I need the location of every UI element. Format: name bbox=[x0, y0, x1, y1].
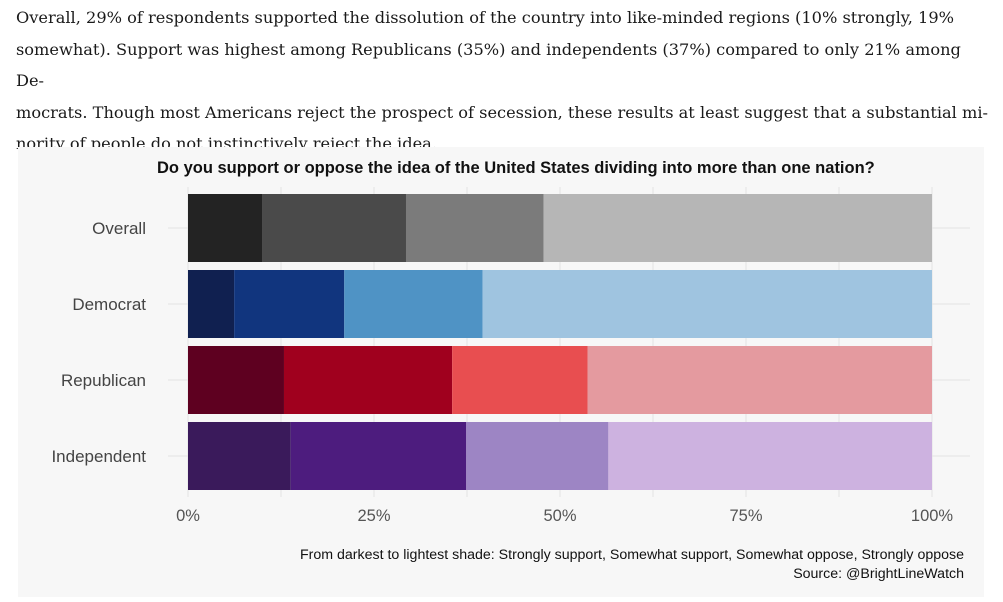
x-tick-label: 0% bbox=[176, 507, 200, 525]
x-tick-label: 75% bbox=[729, 507, 762, 525]
bar-segment-overall-somewhat-oppose bbox=[405, 194, 544, 262]
chart-source: Source: @BrightLineWatch bbox=[793, 566, 964, 582]
bar-segment-republican-strongly-support bbox=[188, 346, 284, 414]
bar-segment-independent-strongly-oppose bbox=[608, 422, 932, 490]
bar-segment-democrat-somewhat-support bbox=[234, 270, 345, 338]
bar-segment-democrat-strongly-support bbox=[188, 270, 235, 338]
bar-segment-overall-strongly-support bbox=[188, 194, 263, 262]
bar-layer bbox=[188, 194, 932, 490]
bar-segment-democrat-somewhat-oppose bbox=[344, 270, 483, 338]
x-axis-ticks: 0% 25% 50% 75% 100% bbox=[176, 507, 953, 525]
x-tick-label: 100% bbox=[911, 507, 954, 525]
bar-segment-republican-somewhat-support bbox=[283, 346, 453, 414]
bar-segment-independent-strongly-support bbox=[188, 422, 291, 490]
x-tick-label: 50% bbox=[543, 507, 576, 525]
bar-segment-independent-somewhat-oppose bbox=[466, 422, 609, 490]
category-label-democrat: Democrat bbox=[72, 295, 146, 314]
category-label-independent: Independent bbox=[51, 447, 146, 466]
intro-line-1: Overall, 29% of respondents supported th… bbox=[16, 8, 955, 27]
intro-paragraph: Overall, 29% of respondents supported th… bbox=[16, 2, 991, 160]
x-tick-label: 25% bbox=[357, 507, 390, 525]
chart-title: Do you support or oppose the idea of the… bbox=[157, 159, 875, 177]
category-label-republican: Republican bbox=[61, 371, 146, 390]
intro-line-3: mocrats. Though most Americans reject th… bbox=[16, 102, 988, 122]
chart-caption: From darkest to lightest shade: Strongly… bbox=[300, 547, 964, 563]
bar-segment-democrat-strongly-oppose bbox=[482, 270, 932, 338]
chart-panel: Do you support or oppose the idea of the… bbox=[18, 147, 984, 597]
bar-segment-independent-somewhat-support bbox=[290, 422, 467, 490]
stacked-bar-chart: Do you support or oppose the idea of the… bbox=[51, 159, 970, 582]
bar-segment-overall-strongly-oppose bbox=[543, 194, 932, 262]
intro-line-2: somewhat). Support was highest among Rep… bbox=[16, 39, 961, 91]
category-labels: Overall Democrat Republican Independent bbox=[51, 219, 146, 466]
bar-segment-republican-somewhat-oppose bbox=[452, 346, 588, 414]
bar-segment-republican-strongly-oppose bbox=[587, 346, 932, 414]
bar-segment-overall-somewhat-support bbox=[262, 194, 406, 262]
category-label-overall: Overall bbox=[92, 219, 146, 238]
